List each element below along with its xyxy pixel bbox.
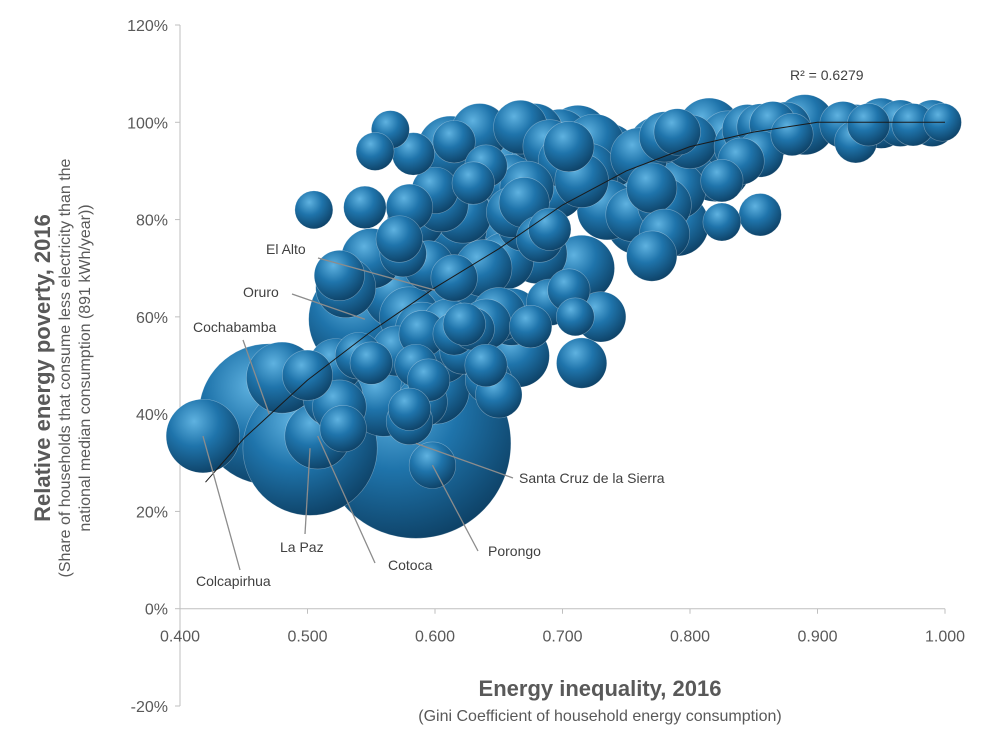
bubble	[282, 349, 333, 401]
y-tick-label: 20%	[136, 504, 168, 521]
y-tick-label: 40%	[136, 407, 168, 424]
y-tick-label: 120%	[127, 18, 168, 35]
annotation-leader-line	[291, 293, 366, 320]
annotation-leader-line	[317, 257, 436, 291]
bubble	[355, 132, 395, 171]
bubble	[430, 254, 478, 302]
r-squared-label: R² = 0.6279	[790, 67, 864, 83]
bubble	[846, 103, 891, 147]
annotation-layer: El Alto Oruro Cochabamba Santa Cruz de la S…	[193, 241, 665, 589]
trendline	[205, 121, 945, 483]
bubble	[700, 159, 744, 203]
bubble	[442, 302, 486, 346]
annotation-label: Cochabamba	[193, 319, 276, 335]
x-tick-label: 0.400	[160, 629, 200, 646]
bubble	[294, 190, 334, 230]
annotation-leader-line	[304, 448, 311, 535]
x-tick-label: 0.800	[670, 629, 710, 646]
x-tick-label: 1.000	[925, 629, 965, 646]
bubble	[349, 341, 393, 385]
y-axis-title-sub-line1: (Share of households that consume less e…	[57, 158, 74, 578]
annotation-leader-line	[317, 435, 376, 564]
annotation-label: Cotoca	[388, 557, 433, 573]
annotation-leader-line	[242, 339, 270, 415]
annotation-leader-line	[431, 464, 479, 552]
bubble	[387, 387, 432, 431]
annotation-leader-line	[415, 442, 514, 479]
x-axis-title: Energy inequality, 2016	[478, 676, 722, 701]
annotation-label: Porongo	[488, 543, 541, 559]
y-tick-label: 80%	[136, 213, 168, 230]
bubble	[653, 108, 701, 156]
bubble	[375, 215, 423, 263]
bubble	[626, 230, 678, 282]
bubble	[432, 120, 476, 164]
bubble	[702, 202, 742, 242]
y-axis-title-main: Relative energy poverty, 2016	[30, 214, 55, 522]
y-axis-title: Relative energy poverty, 2016 (Share of …	[30, 108, 96, 628]
bubble	[464, 343, 508, 388]
axes: -20% 0% 20% 40% 60% 80% 100% 120% 0.400 0.500 0.60…	[127, 18, 965, 716]
annotation-label: Colcapirhua	[196, 573, 271, 589]
bubble	[509, 305, 553, 349]
bubble	[556, 337, 608, 389]
annotation-leader-line	[202, 435, 241, 571]
bubble	[555, 297, 595, 337]
annotation-label: Santa Cruz de la Sierra	[519, 470, 665, 486]
annotation-label: La Paz	[280, 539, 324, 555]
bubble	[313, 250, 365, 301]
bubble	[319, 405, 367, 453]
y-tick-label: 100%	[127, 115, 168, 132]
bubble	[343, 185, 387, 229]
bubble	[626, 162, 678, 214]
bubble	[451, 161, 495, 205]
trendline-layer	[205, 121, 945, 483]
x-tick-label: 0.500	[287, 629, 327, 646]
bubble	[528, 207, 572, 251]
bubble	[543, 121, 595, 173]
x-axis-subtitle: (Gini Coefficient of household energy co…	[418, 708, 782, 725]
y-tick-label: -20%	[131, 699, 168, 716]
bubble-colcapirhua	[165, 398, 241, 474]
x-tick-label: 0.700	[542, 629, 582, 646]
bubble-layer	[165, 94, 962, 539]
x-tick-label: 0.900	[797, 629, 837, 646]
y-tick-label: 0%	[145, 602, 168, 619]
y-axis-title-sub-line2: national median consumption (891 kWh/yea…	[77, 204, 94, 532]
annotation-label: El Alto	[266, 241, 306, 257]
x-tick-label: 0.600	[415, 629, 455, 646]
bubble	[738, 193, 782, 237]
y-tick-label: 60%	[136, 310, 168, 327]
annotation-label: Oruro	[243, 284, 279, 300]
bubble	[770, 112, 814, 156]
